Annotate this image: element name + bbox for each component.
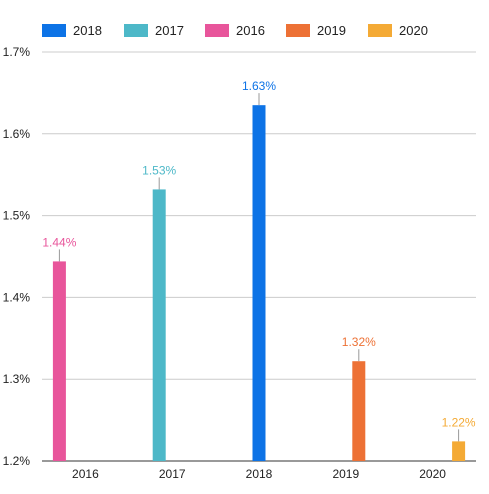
data-label: 1.32%: [342, 335, 376, 349]
x-tick-label: 2018: [246, 467, 273, 481]
legend-swatch: [42, 24, 66, 37]
y-tick-label: 1.7%: [3, 45, 31, 59]
data-label: 1.22%: [442, 415, 476, 429]
legend-item: 2018: [73, 23, 102, 38]
y-tick-label: 1.2%: [3, 454, 31, 468]
legend-item: 2017: [155, 23, 184, 38]
y-tick-label: 1.5%: [3, 209, 31, 223]
bar: [352, 361, 366, 461]
x-tick-label: 2019: [332, 467, 359, 481]
y-tick-label: 1.4%: [3, 290, 31, 304]
legend-item: 2016: [236, 23, 265, 38]
legend-item: 2020: [399, 23, 428, 38]
bar: [152, 189, 166, 461]
y-tick-label: 1.6%: [3, 127, 31, 141]
data-label: 1.53%: [142, 163, 176, 177]
data-label: 1.44%: [42, 235, 76, 249]
data-label: 1.63%: [242, 79, 276, 93]
x-tick-label: 2016: [72, 467, 99, 481]
bar: [452, 441, 466, 461]
bar: [52, 261, 66, 461]
bar: [252, 105, 266, 462]
legend-swatch: [205, 24, 229, 37]
legend-swatch: [368, 24, 392, 37]
legend-swatch: [286, 24, 310, 37]
x-tick-label: 2020: [419, 467, 446, 481]
legend-swatch: [124, 24, 148, 37]
x-tick-label: 2017: [159, 467, 186, 481]
legend-item: 2019: [317, 23, 346, 38]
y-tick-label: 1.3%: [3, 372, 31, 386]
